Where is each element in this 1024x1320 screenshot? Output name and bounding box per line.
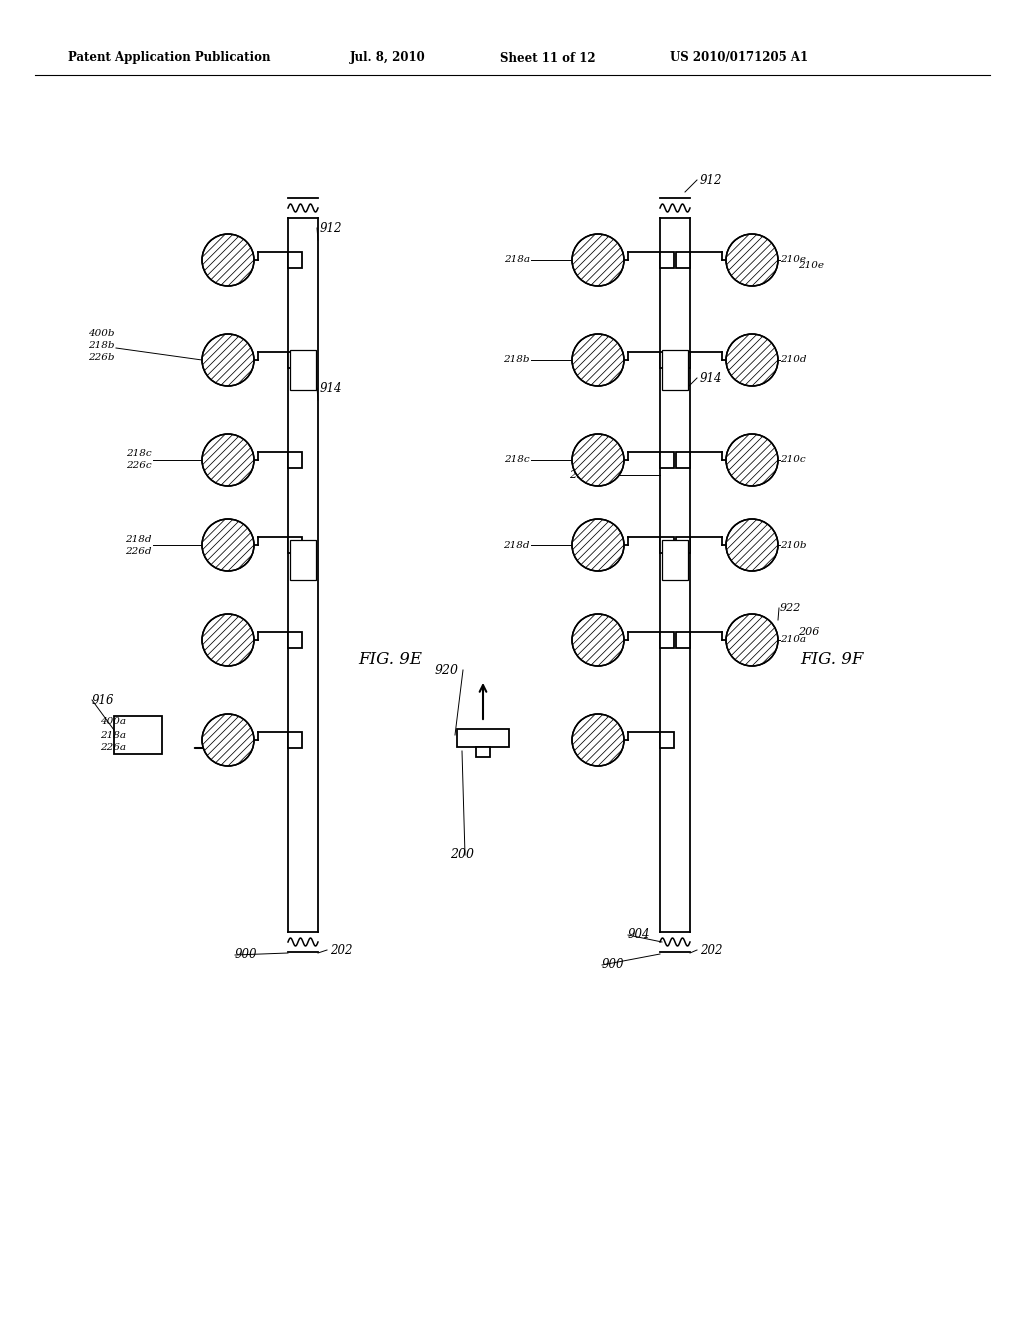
Text: 202: 202 <box>700 944 723 957</box>
Text: 214: 214 <box>568 470 590 480</box>
Circle shape <box>726 519 778 572</box>
Text: 218c: 218c <box>126 450 152 458</box>
Text: Sheet 11 of 12: Sheet 11 of 12 <box>500 51 596 65</box>
Text: 200: 200 <box>450 849 474 862</box>
Text: Patent Application Publication: Patent Application Publication <box>68 51 270 65</box>
Text: 218b: 218b <box>88 341 115 350</box>
Bar <box>288 352 302 368</box>
Text: 912: 912 <box>319 222 342 235</box>
Text: 218b: 218b <box>504 355 530 364</box>
Text: 226c: 226c <box>126 462 152 470</box>
Circle shape <box>572 234 624 286</box>
Text: FIG. 9E: FIG. 9E <box>358 652 422 668</box>
Text: 206: 206 <box>798 627 819 638</box>
Text: 226a: 226a <box>100 743 126 752</box>
Text: FIG. 9F: FIG. 9F <box>800 652 863 668</box>
Text: 920: 920 <box>435 664 459 676</box>
Circle shape <box>572 614 624 667</box>
Text: 218d: 218d <box>126 535 152 544</box>
Bar <box>288 252 302 268</box>
Bar <box>662 540 688 579</box>
Bar <box>676 537 690 553</box>
Text: 210e: 210e <box>780 256 806 264</box>
Text: 400a: 400a <box>100 718 126 726</box>
Text: 900: 900 <box>234 949 257 961</box>
Text: 218a: 218a <box>100 730 126 739</box>
Circle shape <box>202 714 254 766</box>
Bar <box>660 537 674 553</box>
Circle shape <box>202 334 254 385</box>
Text: 914: 914 <box>700 371 723 384</box>
Bar <box>660 451 674 469</box>
Circle shape <box>572 434 624 486</box>
Bar <box>288 632 302 648</box>
Bar <box>290 540 316 579</box>
Bar <box>476 747 490 756</box>
Bar <box>457 729 509 747</box>
Bar <box>660 733 674 748</box>
Text: 210d: 210d <box>780 355 807 364</box>
Text: 400b: 400b <box>88 329 115 338</box>
Circle shape <box>202 519 254 572</box>
Text: 916: 916 <box>92 693 115 706</box>
Bar <box>290 350 316 389</box>
Text: 912: 912 <box>700 173 723 186</box>
Bar <box>288 451 302 469</box>
Text: Jul. 8, 2010: Jul. 8, 2010 <box>350 51 426 65</box>
Bar <box>676 252 690 268</box>
Bar <box>660 352 674 368</box>
Text: 922: 922 <box>780 603 802 612</box>
Text: 900: 900 <box>602 958 625 972</box>
Text: 218c: 218c <box>505 455 530 465</box>
Bar <box>676 451 690 469</box>
Text: 914: 914 <box>319 381 342 395</box>
Circle shape <box>726 614 778 667</box>
Circle shape <box>726 234 778 286</box>
Text: 904: 904 <box>628 928 650 941</box>
Circle shape <box>572 334 624 385</box>
Bar <box>676 352 690 368</box>
Bar <box>114 715 162 754</box>
Bar <box>660 252 674 268</box>
Text: 210b: 210b <box>780 540 807 549</box>
Circle shape <box>726 334 778 385</box>
Text: 226d: 226d <box>126 546 152 556</box>
Text: 226b: 226b <box>88 352 115 362</box>
Circle shape <box>202 434 254 486</box>
Text: 210a: 210a <box>780 635 806 644</box>
Text: 202: 202 <box>330 944 352 957</box>
Text: US 2010/0171205 A1: US 2010/0171205 A1 <box>670 51 808 65</box>
Text: 210c: 210c <box>780 455 806 465</box>
Bar <box>288 537 302 553</box>
Circle shape <box>572 714 624 766</box>
Circle shape <box>726 434 778 486</box>
Circle shape <box>572 519 624 572</box>
Bar <box>660 632 674 648</box>
Bar <box>662 350 688 389</box>
Circle shape <box>202 234 254 286</box>
Text: 210e: 210e <box>798 261 824 271</box>
Bar <box>288 733 302 748</box>
Circle shape <box>202 614 254 667</box>
Bar <box>676 632 690 648</box>
Text: 218d: 218d <box>504 540 530 549</box>
Text: 218a: 218a <box>504 256 530 264</box>
